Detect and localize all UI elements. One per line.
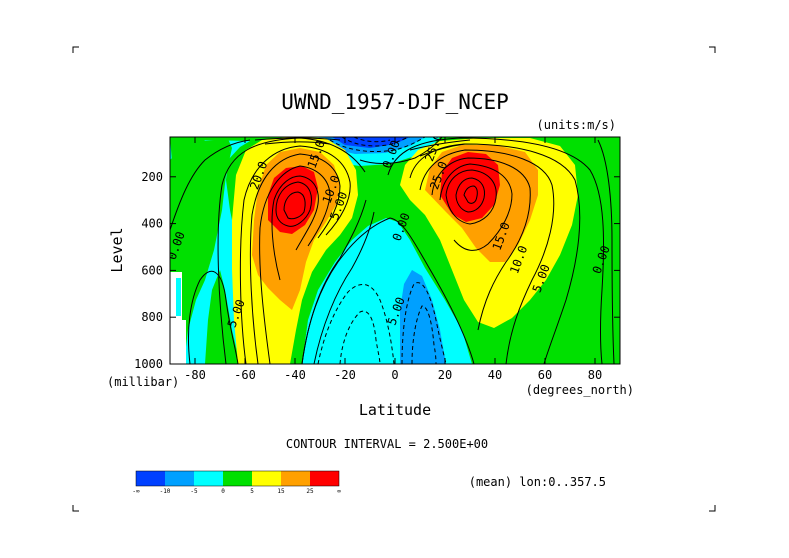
y-tick-label: 200 (141, 170, 163, 184)
y-tick-label: 1000 (134, 357, 163, 371)
dashed-contours (317, 137, 447, 364)
colorbar-label: ∞ (337, 488, 341, 495)
corner-marks (72, 46, 716, 512)
colorbar-label: -∞ (132, 488, 140, 495)
x-tick-label: -80 (184, 368, 206, 382)
x-tick-label: -40 (284, 368, 306, 382)
colorbar-label: -10 (160, 488, 171, 495)
colorbar-label: 0 (221, 488, 225, 495)
colorbar-label: -5 (190, 488, 198, 495)
region-darkblue-upper (332, 137, 410, 148)
contour-interval: CONTOUR INTERVAL = 2.500E+00 (286, 437, 488, 451)
colorbar-swatch (136, 471, 165, 486)
colorbar-swatch (165, 471, 194, 486)
colorbar-label: 15 (277, 488, 285, 495)
upper-contours (254, 137, 471, 157)
plot-area: 15.020.0 10.05.000.005.000.000.005.0025.0… (170, 137, 620, 364)
x-tick-label: 20 (438, 368, 452, 382)
mean-label: (mean) lon:0..357.5 (469, 475, 606, 489)
colorbar-frame (135, 470, 340, 487)
x-tick-label: -60 (234, 368, 256, 382)
y-tick-label: 600 (141, 263, 163, 277)
trop-contours (170, 137, 475, 364)
colorbar-swatch (252, 471, 281, 486)
x-axis-units: (degrees_north) (526, 383, 634, 397)
colorbar-label: 5 (250, 488, 254, 495)
region-green-southpole (170, 139, 232, 364)
y-axis-units: (millibar) (107, 375, 179, 389)
x-axis-title: Latitude (359, 401, 431, 419)
x-axis: -80 -60 -40 -20 0 20 40 60 80 (184, 137, 602, 382)
x-tick-label: -20 (334, 368, 356, 382)
x-tick-label: 60 (538, 368, 552, 382)
x-tick-label: 0 (391, 368, 398, 382)
y-axis: 200 400 600 800 1000 (134, 170, 620, 371)
colorbar-label: 25 (306, 488, 314, 495)
chart-title: UWND_1957-DJF_NCEP (281, 90, 509, 114)
colorbar: -∞ -10 -5 0 5 15 25 ∞ (132, 470, 341, 495)
units-label: (units:m/s) (537, 118, 616, 132)
colorbar-swatch (310, 471, 339, 486)
njet-contours (387, 137, 615, 364)
region-white-notch (170, 272, 186, 364)
region-blue-tropics (400, 270, 446, 364)
y-tick-label: 800 (141, 310, 163, 324)
y-axis-title: Level (108, 227, 126, 272)
y-tick-label: 400 (141, 217, 163, 231)
colorbar-swatch (281, 471, 310, 486)
region-cyan-notch (176, 278, 181, 316)
colorbar-swatch (194, 471, 223, 486)
x-tick-label: 80 (588, 368, 602, 382)
sjet-contours (217, 137, 375, 364)
colorbar-swatch (223, 471, 252, 486)
x-tick-label: 40 (488, 368, 502, 382)
